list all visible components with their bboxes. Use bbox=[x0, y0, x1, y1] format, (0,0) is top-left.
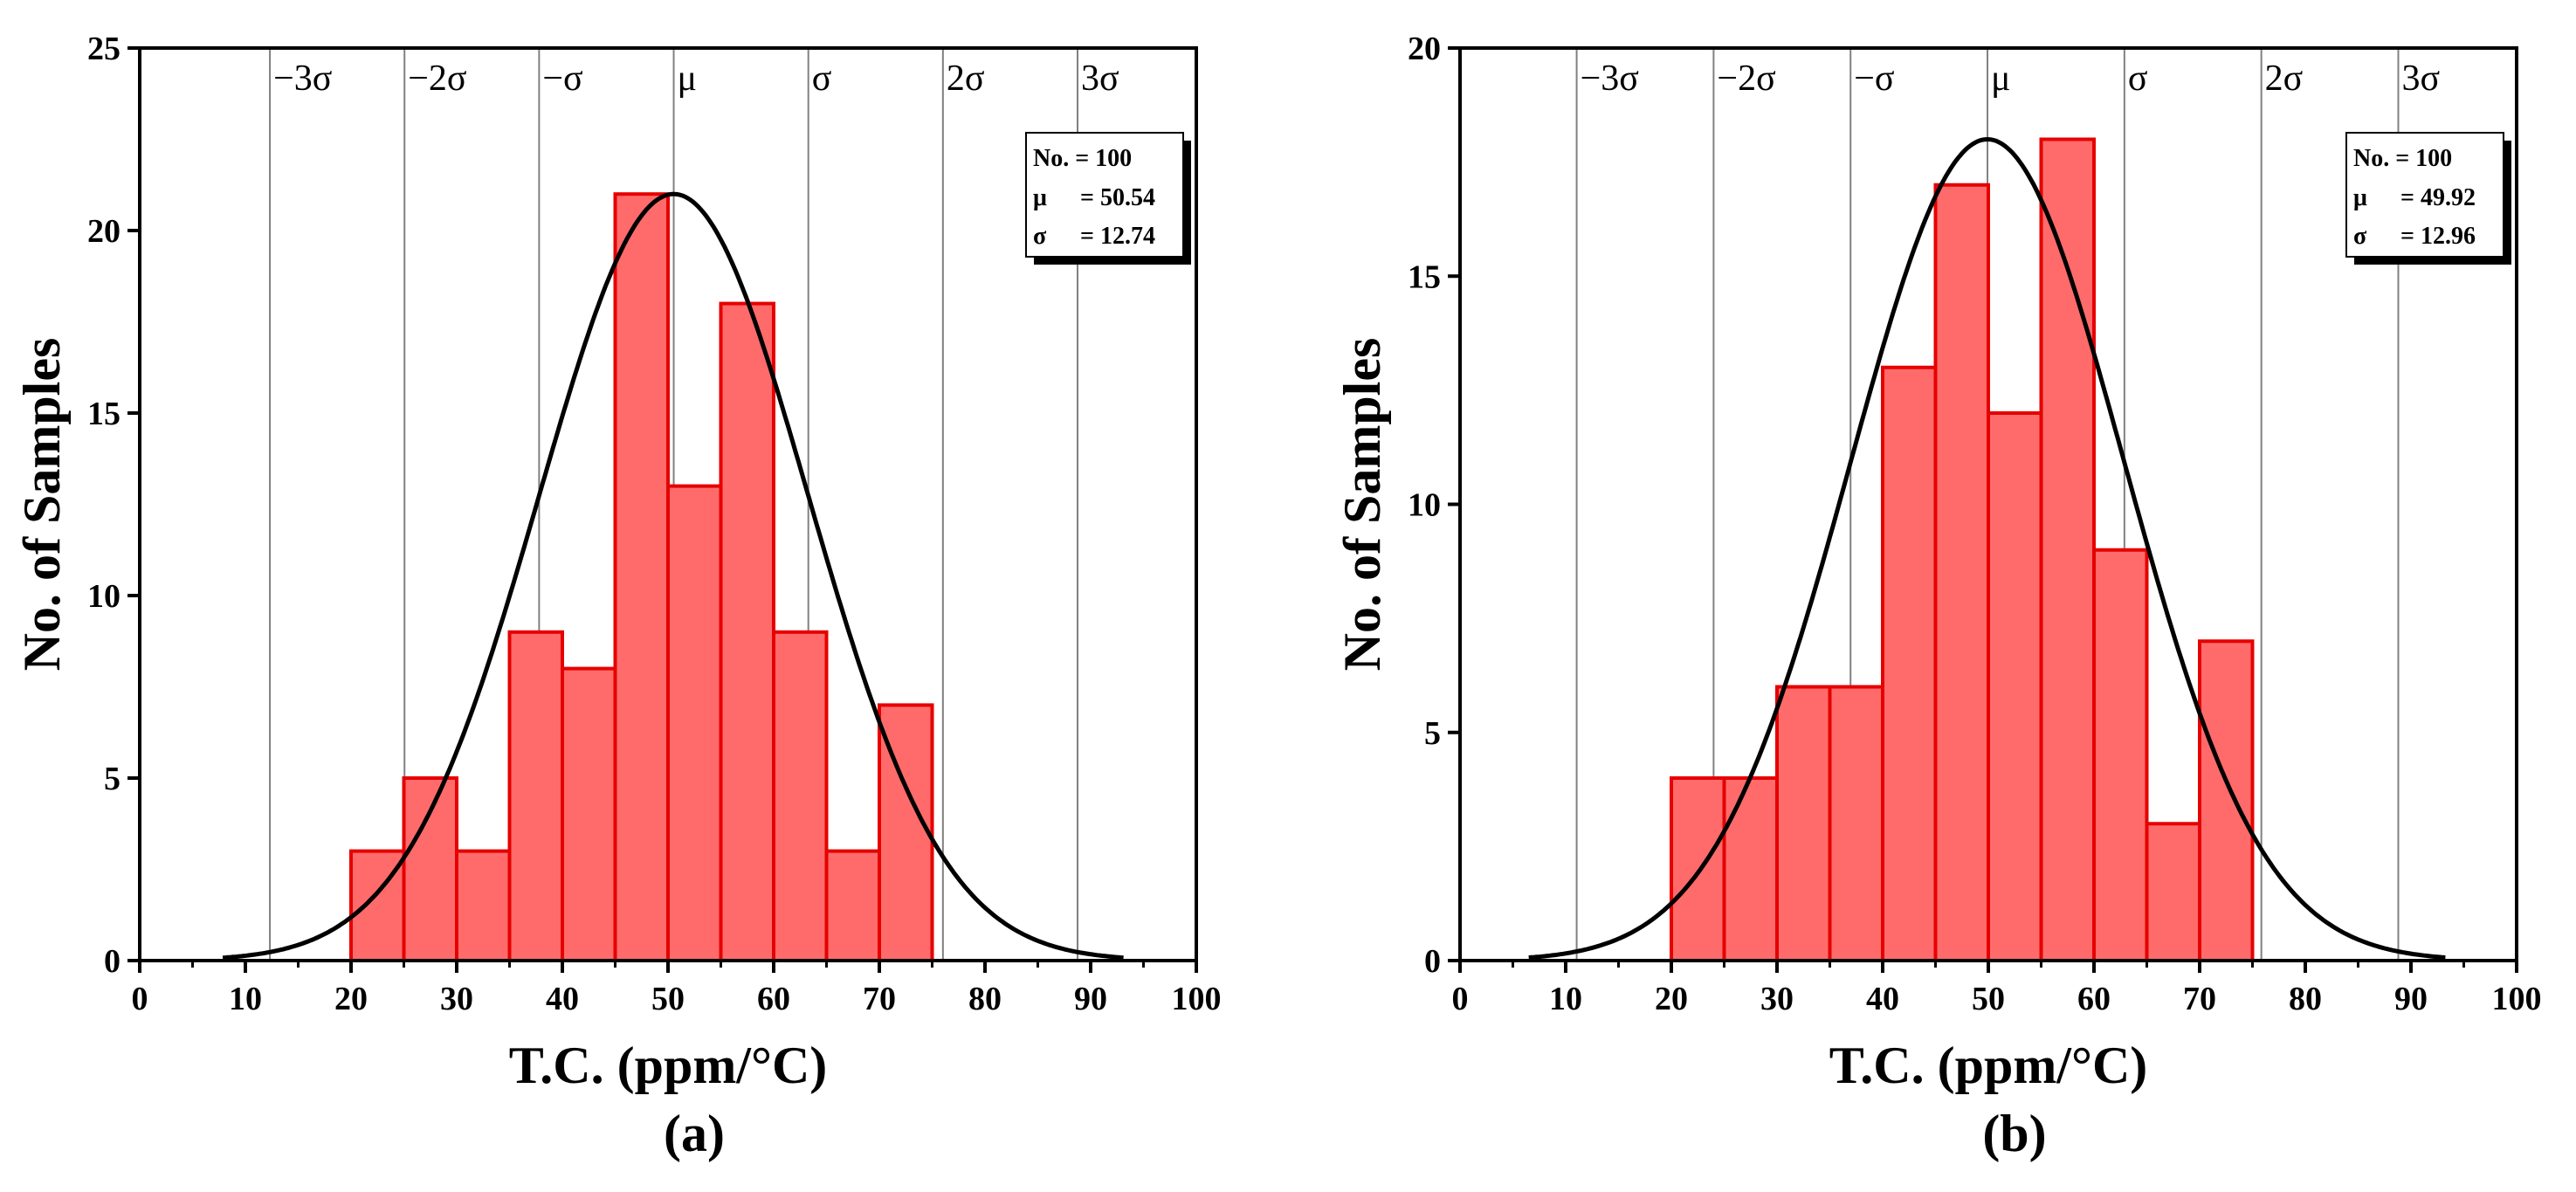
histogram-bar bbox=[1775, 685, 1832, 962]
stats-sigma-value: = 12.96 bbox=[2400, 223, 2476, 250]
stats-count: No. = 100 bbox=[1033, 145, 1132, 172]
x-tick-label: 50 bbox=[651, 981, 685, 1017]
chart-panel-a: −3σ −2σ −σ μ σ 2σ 3σ0 10 20 30 40 50 60 70 80 90 1000510… bbox=[13, 31, 1222, 1162]
y-axis-title: No. of Samples bbox=[13, 338, 71, 672]
sigma-label: −3σ bbox=[273, 59, 332, 99]
histogram-bar bbox=[561, 666, 617, 962]
panel-caption: (b) bbox=[1982, 1105, 2046, 1162]
x-axis-title: T.C. (ppm/°C) bbox=[509, 1037, 828, 1094]
histogram-bar bbox=[1828, 685, 1884, 962]
y-tick-label: 5 bbox=[1424, 715, 1441, 752]
normal-curve bbox=[1528, 136, 2446, 961]
histogram-bar bbox=[507, 630, 564, 962]
x-tick-label: 80 bbox=[968, 981, 1002, 1017]
stats-box bbox=[2345, 132, 2504, 258]
y-tick-label: 0 bbox=[1424, 943, 1441, 980]
y-tick-label: 5 bbox=[104, 761, 121, 797]
histogram-bar bbox=[1722, 776, 1779, 962]
stats-sigma-label: σ bbox=[1033, 223, 1047, 250]
stats-mu-label: μ bbox=[1033, 184, 1047, 211]
stats-mu-value: = 50.54 bbox=[1080, 184, 1155, 211]
sigma-label: σ bbox=[812, 59, 832, 99]
histogram-bar bbox=[1987, 411, 2043, 962]
histogram-bar bbox=[772, 630, 829, 962]
y-axis-title: No. of Samples bbox=[1333, 338, 1391, 672]
x-tick-label: 30 bbox=[1760, 981, 1794, 1017]
y-tick-label: 10 bbox=[87, 578, 121, 615]
sigma-label: −σ bbox=[542, 59, 582, 99]
x-tick-label: 50 bbox=[1972, 981, 2005, 1017]
x-axis-title: T.C. (ppm/°C) bbox=[1829, 1037, 2148, 1094]
sigma-label: σ bbox=[2128, 59, 2148, 99]
y-tick-label: 15 bbox=[1408, 258, 1441, 295]
x-tick-label: 70 bbox=[863, 981, 896, 1017]
histogram-bar bbox=[2092, 548, 2149, 962]
stats-count: No. = 100 bbox=[2353, 145, 2452, 172]
stats-sigma-value: = 12.74 bbox=[1080, 223, 1155, 250]
histogram-bar bbox=[2145, 822, 2201, 962]
x-tick-label: 90 bbox=[1074, 981, 1107, 1017]
sigma-label: −2σ bbox=[1717, 59, 1775, 99]
sigma-label: 3σ bbox=[2401, 59, 2440, 99]
sigma-label: 2σ bbox=[2265, 59, 2304, 99]
histogram-bar bbox=[666, 484, 723, 962]
stats-box bbox=[1025, 132, 1184, 258]
sigma-label: 2σ bbox=[947, 59, 985, 99]
x-tick-label: 20 bbox=[334, 981, 368, 1017]
sigma-label: μ bbox=[678, 59, 698, 99]
sigma-label: 3σ bbox=[1081, 59, 1119, 99]
x-tick-label: 40 bbox=[1866, 981, 1899, 1017]
stats-mu-label: μ bbox=[2353, 184, 2367, 211]
x-tick-label: 70 bbox=[2183, 981, 2216, 1017]
x-tick-label: 80 bbox=[2289, 981, 2322, 1017]
stats-mu-value: = 49.92 bbox=[2400, 184, 2476, 211]
x-tick-label: 0 bbox=[132, 981, 148, 1017]
y-tick-label: 20 bbox=[87, 213, 121, 250]
sigma-label: μ bbox=[1991, 59, 2011, 99]
x-tick-label: 20 bbox=[1655, 981, 1688, 1017]
x-tick-label: 60 bbox=[757, 981, 790, 1017]
x-tick-label: 0 bbox=[1452, 981, 1469, 1017]
histogram-bar bbox=[455, 849, 512, 962]
histogram-bar bbox=[613, 192, 670, 962]
x-tick-label: 40 bbox=[546, 981, 579, 1017]
stats-sigma-label: σ bbox=[2353, 223, 2367, 250]
histogram-bar bbox=[2198, 639, 2255, 962]
histogram-bar bbox=[719, 301, 775, 963]
histogram-bar bbox=[1881, 365, 1938, 962]
sigma-label: −σ bbox=[1854, 59, 1894, 99]
histogram-bar bbox=[1933, 183, 1990, 962]
y-tick-label: 20 bbox=[1408, 31, 1441, 67]
x-tick-label: 10 bbox=[229, 981, 262, 1017]
x-tick-label: 100 bbox=[2492, 981, 2542, 1017]
sigma-label: −2σ bbox=[408, 59, 466, 99]
normal-curve bbox=[222, 191, 1124, 961]
panel-caption: (a) bbox=[664, 1105, 725, 1162]
y-tick-label: 15 bbox=[87, 396, 121, 432]
x-tick-label: 10 bbox=[1549, 981, 1582, 1017]
y-tick-label: 25 bbox=[87, 31, 121, 67]
histogram-bar bbox=[402, 776, 458, 962]
y-tick-label: 0 bbox=[104, 943, 121, 980]
x-tick-label: 60 bbox=[2077, 981, 2111, 1017]
histogram-bar bbox=[2039, 137, 2096, 962]
sigma-label: −3σ bbox=[1581, 59, 1639, 99]
x-tick-label: 100 bbox=[1172, 981, 1222, 1017]
y-tick-label: 10 bbox=[1408, 487, 1441, 524]
chart-panel-b: −3σ −2σ −σ μ σ 2σ 3σ0 10 20 30 40 50 60 70 80 90 1000510… bbox=[1333, 31, 2542, 1162]
histogram-bar bbox=[824, 849, 881, 962]
x-tick-label: 90 bbox=[2394, 981, 2428, 1017]
x-tick-label: 30 bbox=[440, 981, 473, 1017]
